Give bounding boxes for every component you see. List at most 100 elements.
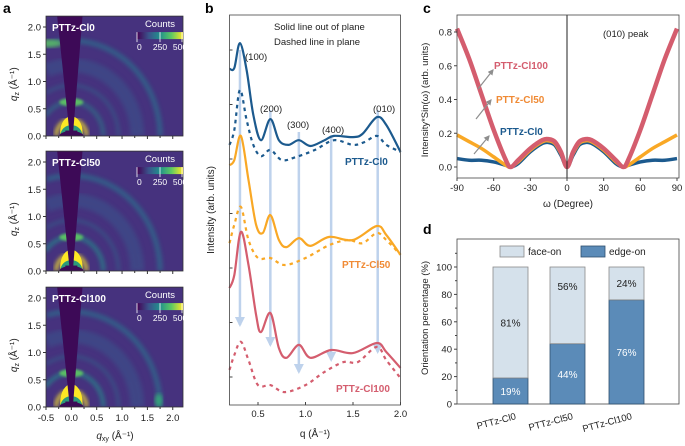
gixd-map-2: PTTz-Cl100 Counts 0 250 500 0.0 0.5 1.0 1.5 2.0 qz…	[7, 286, 187, 414]
series-label-cl50: PTTz-Cl50	[496, 95, 545, 106]
y-tick-label: 100	[436, 263, 452, 274]
y-tick-label: 1.0	[28, 348, 41, 359]
x-tick-label: 1.5	[141, 413, 154, 424]
y-axis-label-unit: (Å⁻¹)	[7, 67, 20, 92]
colorbar-tick-label: 500	[173, 42, 187, 52]
x-tick-label: 0	[564, 183, 569, 194]
peak-label: (200)	[260, 104, 282, 115]
x-axis-label-unit: (Å⁻¹)	[109, 429, 134, 442]
x-axis-label-q: q	[96, 431, 102, 442]
legend-swatch-face-on	[499, 245, 525, 258]
x-tick-label: 1.0	[115, 413, 128, 424]
series-line-dashed-cl0	[228, 88, 401, 162]
x-tick-label: PTTz-Cl50	[528, 411, 575, 433]
x-tick-label: 90	[672, 183, 683, 194]
series-label-cl0: PTTz-Cl0	[345, 157, 388, 168]
y-axis-label-unit: (Å⁻¹)	[7, 202, 20, 227]
y-tick-label: 80	[441, 290, 452, 301]
y-tick-label: 0.4	[439, 95, 452, 106]
peak-label: (300)	[287, 120, 309, 131]
y-tick-label: 0.0	[439, 163, 452, 174]
y-tick-label: 1.0	[28, 77, 41, 88]
colorbar-title: Counts	[145, 290, 175, 301]
beam-wedge	[57, 16, 83, 137]
series-line-dashed-cl100	[228, 340, 402, 394]
colorbar-tick-label: 250	[153, 313, 167, 323]
y-tick-label: 0	[447, 400, 452, 411]
bar-value-label: 56%	[557, 282, 577, 293]
bar-value-label: 76%	[616, 348, 636, 359]
y-tick-label: 60	[441, 317, 452, 328]
y-tick-label: 1.5	[28, 50, 41, 61]
colorbar: Counts 0 250 500	[136, 154, 187, 187]
y-axis-label: qz (Å⁻¹)	[7, 202, 21, 236]
spot-010-oop	[46, 39, 63, 48]
series-line-pttz-cl50	[228, 134, 402, 256]
y-axis-label: qz (Å⁻¹)	[7, 67, 21, 101]
x-tick-label: 2.0	[394, 409, 407, 420]
y-axis-label-sub: z	[14, 92, 21, 96]
y-axis-label: qz (Å⁻¹)	[7, 338, 21, 372]
bar-face-on-0	[492, 266, 529, 379]
x-tick-label: PTTz-Cl0	[476, 411, 518, 432]
y-axis-label: Intensity (arb. units)	[206, 166, 217, 254]
x-tick-label: -90	[450, 183, 464, 194]
series-line-dashed-cl50	[228, 205, 402, 267]
x-tick-label: 0.5	[251, 409, 264, 420]
x-tick-label: PTTz-Cl100	[581, 411, 633, 435]
panel-d-orientation-bars: 0 20 40 60 80 100 19% 81% PTTz-Cl0 44% 56% PTTz-Cl5…	[420, 238, 680, 435]
bar-value-label: 19%	[500, 387, 520, 398]
panel-label-c: c	[423, 0, 431, 16]
note-line-1: Solid line out of plane	[274, 22, 365, 33]
peak-label: (100)	[245, 52, 267, 63]
beam-wedge	[57, 287, 83, 407]
beamstop-base	[59, 266, 84, 271]
colorbar-title: Counts	[145, 154, 175, 165]
peak-label: (010)	[373, 104, 395, 115]
y-tick-label: 0.5	[28, 104, 41, 115]
beamstop-base	[59, 131, 84, 136]
x-tick-label: -60	[487, 183, 501, 194]
series-line-pttz-cl0	[229, 41, 402, 153]
y-axis-label-q: q	[9, 230, 20, 236]
colorbar-tick-label: 500	[173, 313, 187, 323]
y-axis-label-q: q	[9, 95, 20, 101]
heatmap-image	[46, 151, 183, 272]
bar-edge-on-1	[549, 343, 586, 405]
note-line-2: Dashed line in plane	[274, 37, 360, 48]
arrow-cl50	[475, 99, 492, 120]
colorbar-tick-label: 0	[137, 177, 142, 187]
legend: face-on edge-on	[499, 245, 646, 258]
y-tick-label: 1.5	[28, 185, 41, 196]
series-label-cl100: PTTz-Cl100	[336, 384, 390, 395]
y-tick-label: 0.0	[28, 267, 41, 278]
x-axis-label: qxy (Å⁻¹)	[96, 429, 133, 443]
colorbar-tick-label: 250	[153, 42, 167, 52]
panel-label-a: a	[3, 0, 11, 16]
x-axis-label-sub: xy	[102, 436, 110, 443]
beamstop-base	[59, 402, 84, 407]
arrow-cl0	[473, 135, 490, 155]
y-axis-label-q: q	[9, 366, 20, 372]
gixd-map-1: PTTz-Cl50 Counts 0 250 500 0.0 0.5 1.0 1.5 2.0 qz …	[7, 150, 187, 278]
y-tick-label: 0.2	[439, 129, 452, 140]
series-line-pttz-cl100	[228, 230, 402, 369]
x-tick-label: 30	[598, 183, 609, 194]
y-axis-label-sub: z	[14, 363, 21, 367]
x-tick-label: 0.5	[90, 413, 103, 424]
bar-value-label: 24%	[616, 279, 636, 290]
plot-frame	[456, 14, 680, 179]
x-axis-label: ω (Degree)	[543, 199, 593, 210]
y-axis-label-sub: z	[14, 227, 21, 231]
y-tick-label: 0.5	[28, 375, 41, 386]
y-axis-label-unit: (Å⁻¹)	[7, 338, 20, 363]
panel-label-b: b	[205, 0, 214, 16]
y-tick-label: 0.0	[28, 403, 41, 414]
colorbar-title: Counts	[145, 19, 175, 30]
sample-label: PTTz-Cl0	[52, 23, 95, 34]
colorbar-tick-label: 500	[173, 177, 187, 187]
y-axis-label: Intensity*Sin(ω) (arb. units)	[420, 43, 431, 158]
bar-face-on-1	[549, 266, 586, 345]
